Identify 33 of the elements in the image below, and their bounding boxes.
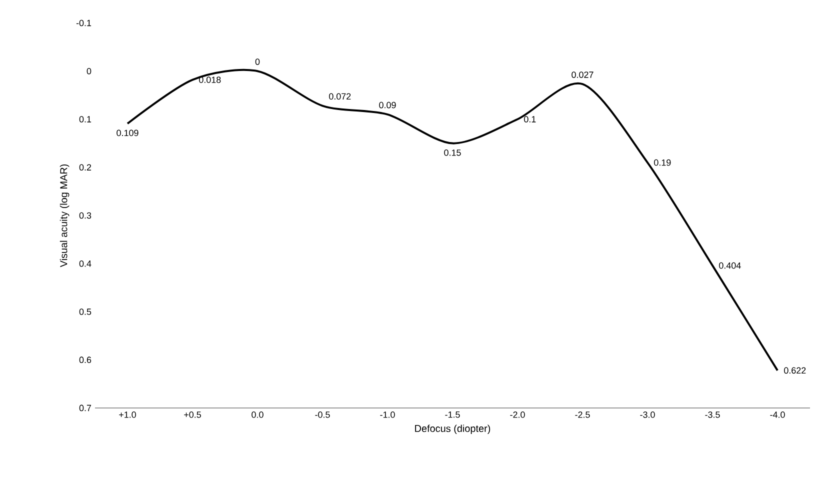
data-label: 0.09 xyxy=(379,102,396,108)
y-tick-label: 0.3 xyxy=(79,212,92,219)
data-label: 0.622 xyxy=(784,367,806,374)
data-label: 0 xyxy=(255,58,260,65)
data-label: 0.072 xyxy=(329,93,351,100)
y-tick-label: 0.1 xyxy=(79,116,92,122)
data-label: 0.018 xyxy=(199,76,221,83)
data-label: 0.027 xyxy=(572,72,594,78)
data-label: 0.1 xyxy=(524,116,536,122)
y-tick-label: 0.2 xyxy=(79,164,92,171)
y-tick-label: -0.1 xyxy=(76,20,92,26)
data-label: 0.19 xyxy=(654,159,671,166)
x-tick-label: +1.0 xyxy=(119,412,136,418)
y-tick-label: 0 xyxy=(86,68,92,74)
y-tick-label: 0.5 xyxy=(79,308,92,315)
x-tick-label: -3.0 xyxy=(640,412,655,418)
x-tick-label: -2.0 xyxy=(510,412,525,418)
data-label: 0.109 xyxy=(116,130,138,136)
y-axis-title: Visual acuity (log MAR) xyxy=(60,164,70,268)
x-tick-label: +0.5 xyxy=(184,412,201,418)
y-tick-label: 0.7 xyxy=(79,404,92,412)
x-tick-label: -2.5 xyxy=(575,412,590,418)
data-label: 0.404 xyxy=(719,262,741,269)
x-tick-label: -1.5 xyxy=(445,412,460,418)
y-tick-label: 0.6 xyxy=(79,356,92,364)
x-tick-label: 0.0 xyxy=(252,412,264,418)
x-tick-label: -3.5 xyxy=(705,412,720,418)
data-label: 0.15 xyxy=(444,149,461,156)
x-axis-title: Defocus (diopter) xyxy=(415,424,490,434)
x-tick-label: -1.0 xyxy=(380,412,395,418)
y-tick-label: 0.4 xyxy=(79,260,92,267)
x-tick-label: -4.0 xyxy=(770,412,785,418)
x-tick-label: -0.5 xyxy=(315,412,330,418)
